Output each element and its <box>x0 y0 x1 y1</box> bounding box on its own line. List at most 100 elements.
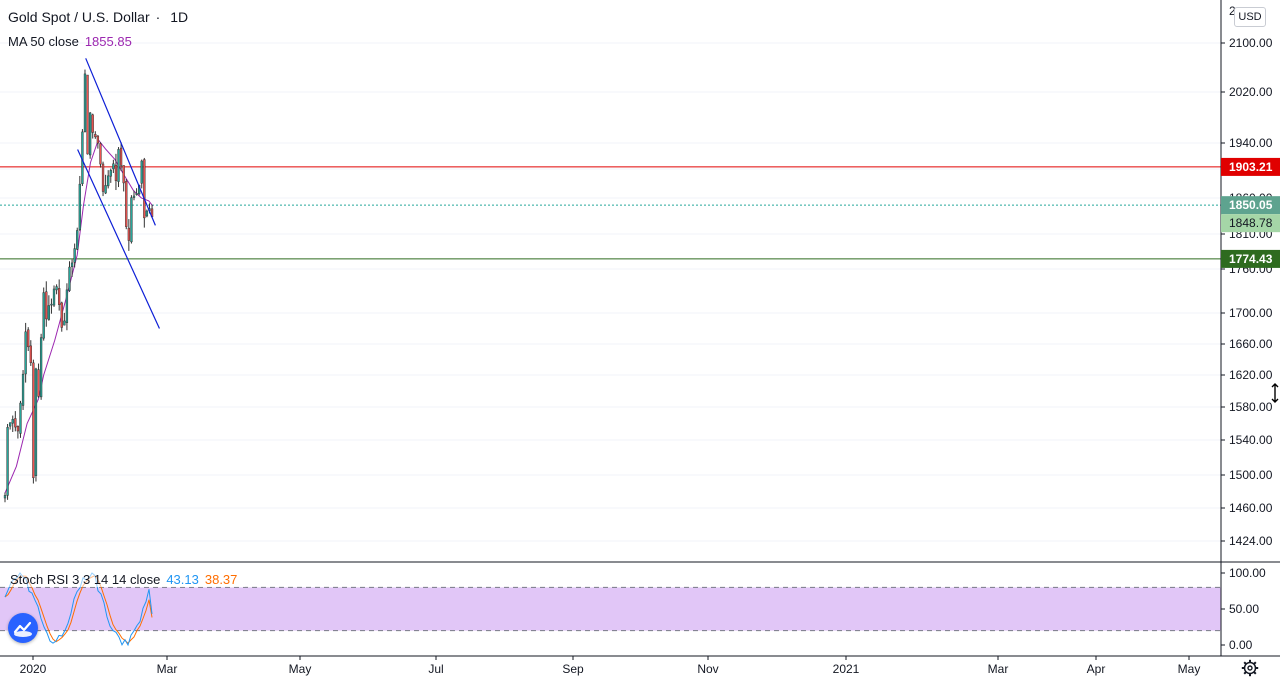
candle <box>109 168 112 183</box>
candle <box>11 415 14 433</box>
currency-button[interactable]: USD <box>1234 7 1266 27</box>
candle <box>91 113 94 139</box>
candle <box>107 170 110 189</box>
stoch-band <box>0 586 1221 632</box>
candle-body <box>47 305 51 320</box>
candle <box>19 400 22 438</box>
candle-body <box>29 345 32 363</box>
candle <box>65 283 69 331</box>
candle-body <box>63 320 66 326</box>
candle <box>60 301 63 332</box>
candle-body <box>60 302 63 328</box>
stoch-k-line <box>4 572 153 647</box>
symbol-name: Gold Spot / U.S. Dollar <box>8 9 150 25</box>
candle-body <box>112 163 115 170</box>
stoch-label: Stoch RSI 3 3 14 14 close <box>10 572 161 587</box>
candle-body <box>104 185 107 194</box>
candle <box>63 312 66 326</box>
settings-gear-icon[interactable] <box>1241 659 1259 677</box>
candle <box>68 261 71 292</box>
price-tick-label: 1540.00 <box>1229 433 1273 447</box>
channel-upper-line <box>85 58 156 226</box>
price-tag-label: 1850.05 <box>1229 198 1273 212</box>
price-tag-label: 1774.43 <box>1229 252 1273 266</box>
price-tick-label: 2100.00 <box>1229 36 1273 50</box>
candle-body <box>127 227 130 241</box>
candle <box>9 422 12 430</box>
candle-body <box>34 368 38 476</box>
candle-body <box>119 147 123 166</box>
timeframe[interactable]: 1D <box>170 9 189 25</box>
candle <box>70 259 74 277</box>
candle-body <box>132 195 136 198</box>
ma-value: 1855.85 <box>84 34 132 49</box>
candle-body <box>145 210 149 217</box>
price-tag-support: 1774.43 <box>1221 249 1280 268</box>
price-tick-label: 1700.00 <box>1229 306 1273 320</box>
stoch-k-value: 43.13 <box>166 572 199 587</box>
candle <box>24 322 27 383</box>
candle <box>45 281 48 327</box>
stoch-tick-label: 0.00 <box>1229 638 1253 652</box>
candle <box>132 190 136 201</box>
candle-body <box>14 418 17 428</box>
chart-lines <box>0 166 1221 260</box>
candle <box>58 279 61 311</box>
time-tick-label: Apr <box>1087 662 1106 676</box>
price-tag-box <box>1221 249 1280 268</box>
price-tick-label: 2020.00 <box>1229 85 1273 99</box>
candlestick-series <box>3 69 154 503</box>
stoch-tick-label: 50.00 <box>1229 602 1259 616</box>
candle-body <box>37 369 40 397</box>
candle-body <box>135 193 138 195</box>
candle-body <box>117 149 120 182</box>
chart-title: Gold Spot / U.S. Dollar · 1D <box>8 9 194 25</box>
price-tag-box <box>1221 157 1280 176</box>
candle-body <box>107 175 110 187</box>
candle-body <box>52 288 56 306</box>
candle <box>50 298 53 314</box>
candle-body <box>91 114 94 133</box>
ma-label: MA 50 close <box>8 34 79 49</box>
ma-legend[interactable]: MA 50 close 1855.85 <box>8 34 138 49</box>
channel-lower-line <box>77 149 160 329</box>
price-tick-label: 1424.00 <box>1229 534 1273 548</box>
price-tick-label: 1460.00 <box>1229 501 1273 515</box>
candle <box>112 159 115 174</box>
title-separator: · <box>155 9 161 25</box>
time-tick-label: Mar <box>157 662 178 676</box>
candle <box>99 142 102 168</box>
candle-body <box>94 134 97 138</box>
candle-body <box>140 160 143 184</box>
candle-body <box>50 303 53 306</box>
candle <box>6 423 9 500</box>
candle <box>37 363 40 398</box>
price-tick-label: 1660.00 <box>1229 337 1273 351</box>
candle-body <box>24 331 27 375</box>
candle <box>96 135 100 149</box>
price-tick-label-top: 2 <box>1229 4 1236 18</box>
candle-body <box>32 362 35 479</box>
candle <box>21 370 25 410</box>
candle-body <box>99 143 102 165</box>
tradingview-logo-icon[interactable] <box>8 613 38 643</box>
candle <box>3 492 7 503</box>
candle <box>101 161 105 197</box>
candle <box>122 165 125 192</box>
candle-body <box>68 266 71 291</box>
price-tag-label: 1903.21 <box>1229 160 1273 174</box>
stoch-legend[interactable]: Stoch RSI 3 3 14 14 close 43.13 38.37 <box>8 572 246 587</box>
candle-body <box>19 402 22 434</box>
candle <box>130 195 133 244</box>
candle <box>55 284 58 295</box>
resize-cursor-icon <box>1270 383 1280 403</box>
price-tag-last: 1850.05 <box>1221 196 1280 215</box>
candle-body <box>88 112 92 156</box>
candle-body <box>3 495 7 499</box>
candle <box>94 131 97 139</box>
candle-body <box>27 329 30 348</box>
candle-body <box>143 159 146 219</box>
candle <box>42 287 45 341</box>
